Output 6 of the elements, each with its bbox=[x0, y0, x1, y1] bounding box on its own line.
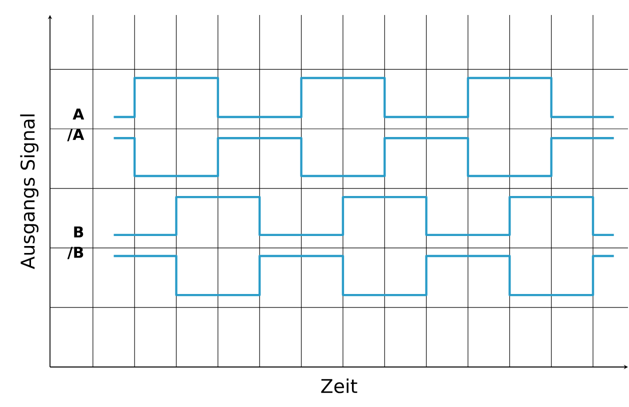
text: B bbox=[74, 226, 84, 238]
series-label: /A bbox=[67, 128, 84, 142]
series-label: A bbox=[72, 108, 84, 120]
text: /B bbox=[67, 246, 84, 260]
y-axis-title: Ausgangs Signal bbox=[20, 114, 38, 270]
x-axis-title: Zeit bbox=[321, 378, 358, 394]
